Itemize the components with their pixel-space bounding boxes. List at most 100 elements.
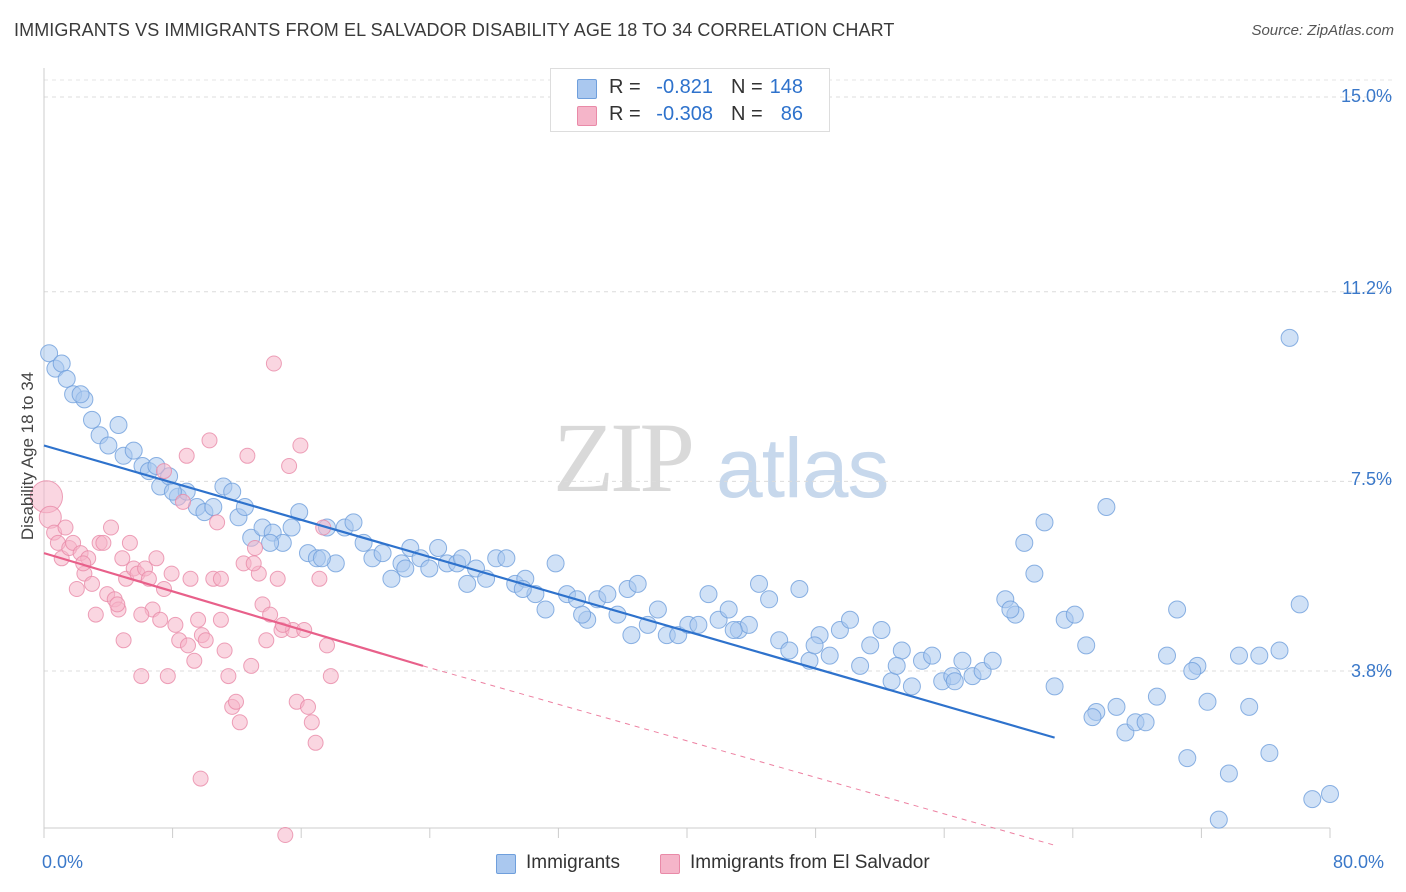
legend-swatch-blue <box>577 79 597 99</box>
y-tick-label-3-8: 3.8% <box>1350 661 1392 681</box>
el-salvador-point <box>103 519 119 536</box>
immigrants-point <box>983 651 1002 670</box>
immigrants-point <box>1198 692 1217 711</box>
immigrants-point <box>1147 687 1166 706</box>
immigrants-point <box>261 533 280 552</box>
el-salvador-point <box>269 570 286 587</box>
series-legend: Immigrants Immigrants from El Salvador <box>0 852 1406 878</box>
immigrants-point <box>344 513 363 532</box>
y-axis-label: Disability Age 18 to 34 <box>18 371 37 541</box>
watermark-zip: ZIP <box>553 402 695 513</box>
el-salvador-point <box>197 632 214 649</box>
immigrants-point <box>1015 533 1034 552</box>
immigrants-point <box>1321 785 1339 803</box>
el-salvador-point <box>239 447 256 464</box>
legend-n-label: N = <box>731 103 763 125</box>
immigrants-point <box>282 518 301 537</box>
immigrants-point <box>1025 564 1044 583</box>
el-salvador-point <box>307 734 324 751</box>
el-salvador-point <box>281 458 298 474</box>
el-salvador-point <box>152 611 169 628</box>
immigrants-point <box>1168 600 1187 619</box>
el-salvador-point <box>156 463 172 480</box>
el-salvador-point <box>115 632 132 649</box>
immigrants-point <box>892 641 911 660</box>
legend-swatch-pink <box>660 854 680 874</box>
immigrants-point <box>1065 605 1084 624</box>
immigrants-point <box>790 580 809 598</box>
immigrants-point <box>719 600 738 619</box>
el-salvador-point <box>121 534 138 551</box>
immigrants-point <box>382 569 401 588</box>
immigrants-point <box>1158 646 1176 665</box>
legend-label-el-salvador: Immigrants from El Salvador <box>690 852 930 873</box>
immigrants-point <box>1178 749 1197 768</box>
correlation-legend: R = -0.821 N = 148 R = -0.308 N = 86 <box>550 68 830 132</box>
el-salvador-point <box>133 668 150 685</box>
el-salvador-point <box>258 632 275 649</box>
legend-r-value: -0.821 <box>656 76 713 98</box>
el-salvador-point <box>182 570 199 587</box>
immigrants-point <box>52 354 71 373</box>
immigrants-point <box>420 559 439 578</box>
legend-n-label: N = <box>731 76 763 98</box>
immigrants-point <box>739 615 758 634</box>
el-salvador-point <box>245 555 262 572</box>
el-salvador-point <box>311 570 328 587</box>
immigrants-point <box>902 677 921 696</box>
legend-row-el-salvador: R = -0.308 N = 86 <box>551 100 829 128</box>
immigrants-point <box>396 559 415 578</box>
el-salvador-point <box>216 642 233 659</box>
immigrants-point <box>373 544 392 563</box>
immigrants-point <box>1303 790 1322 809</box>
immigrants-point <box>1083 708 1102 727</box>
immigrants-point <box>945 672 964 691</box>
immigrants-point <box>1219 764 1238 783</box>
el-salvador-point <box>57 519 74 536</box>
immigrants-point <box>872 621 891 639</box>
el-salvador-point <box>292 437 309 454</box>
el-salvador-point <box>190 611 207 628</box>
immigrants-point <box>1183 662 1202 680</box>
el-salvador-point <box>87 606 104 623</box>
el-salvador-point <box>212 611 229 628</box>
immigrants-point <box>805 636 824 655</box>
el-salvador-point <box>175 493 191 510</box>
immigrants-point <box>1097 498 1116 516</box>
y-tick-label-11-2: 11.2% <box>1342 278 1392 298</box>
immigrants-point <box>83 410 101 429</box>
immigrants-point <box>1136 713 1155 732</box>
immigrants-point <box>573 605 592 624</box>
el-salvador-point <box>212 570 229 587</box>
legend-swatch-pink <box>577 106 597 126</box>
legend-label-immigrants: Immigrants <box>526 852 620 873</box>
immigrants-point <box>1107 697 1126 716</box>
el-salvador-point <box>114 550 131 567</box>
immigrants-point <box>204 498 223 516</box>
el-salvador-trend-extension <box>422 665 1055 846</box>
immigrants-point <box>546 554 565 573</box>
immigrants-point <box>841 610 859 629</box>
immigrants-trend-line <box>43 444 1055 739</box>
immigrants-point <box>750 574 768 593</box>
el-salvador-point <box>95 534 112 551</box>
el-salvador-point <box>300 698 316 715</box>
el-salvador-point <box>68 581 85 597</box>
source-label: Source: ZipAtlas.com <box>1251 22 1394 39</box>
el-salvador-point <box>163 565 180 582</box>
immigrants-point <box>124 441 143 460</box>
el-salvador-point <box>303 714 320 731</box>
immigrants-point <box>497 549 516 568</box>
el-salvador-point <box>322 668 339 685</box>
immigrants-point <box>458 574 477 593</box>
immigrants-point <box>57 369 76 388</box>
el-salvador-point <box>109 596 126 613</box>
el-salvador-point <box>159 668 176 685</box>
immigrants-point <box>429 539 448 557</box>
immigrants-point <box>1045 677 1064 696</box>
immigrants-point <box>648 600 667 619</box>
immigrants-point <box>851 656 870 675</box>
immigrants-point <box>689 615 708 634</box>
el-salvador-point <box>231 714 248 731</box>
el-salvador-point <box>319 637 335 654</box>
